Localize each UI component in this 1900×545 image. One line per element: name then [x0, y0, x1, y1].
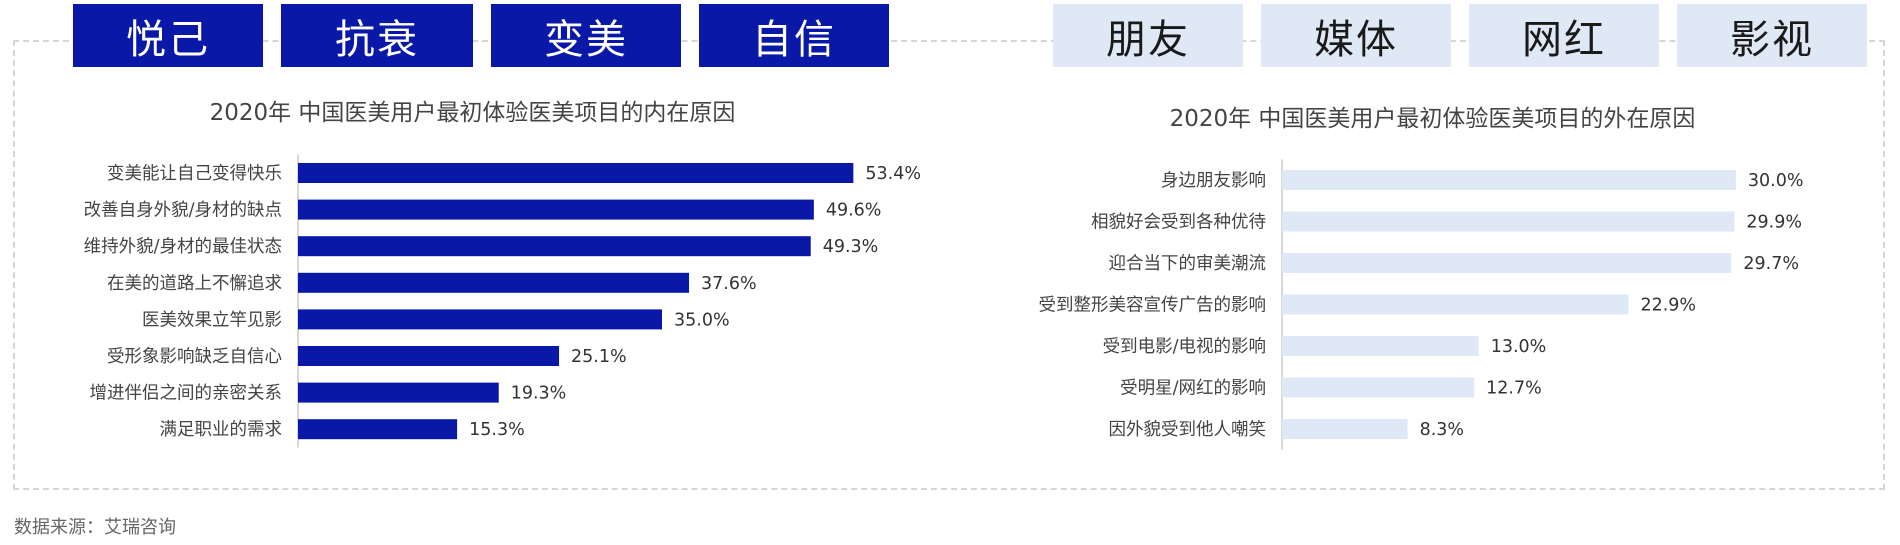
- tag-media: 媒体: [1261, 4, 1451, 67]
- tag-joy: 悦己: [73, 4, 263, 67]
- bar: [1282, 294, 1629, 315]
- value-label: 8.3%: [1420, 420, 1464, 440]
- tag-influencer: 网红: [1469, 4, 1659, 67]
- bar: [1282, 253, 1732, 273]
- category-label: 受到电影/电视的影响: [1103, 337, 1266, 357]
- value-label: 53.4%: [865, 164, 921, 184]
- category-label: 变美能让自己变得快乐: [107, 164, 282, 184]
- bar: [298, 163, 854, 183]
- value-label: 29.9%: [1746, 213, 1802, 233]
- bar: [1282, 336, 1479, 356]
- external-reasons-chart: 身边朋友影响 30.0% 相貌好会受到各种优待 29.9% 迎合当下的审美潮流 29.7%…: [1039, 159, 1804, 450]
- value-label: 49.6%: [826, 201, 882, 221]
- tag-beauty: 变美: [491, 4, 681, 67]
- chart-frame: [13, 40, 1885, 490]
- bar: [298, 346, 560, 366]
- category-label: 医美效果立竿见影: [142, 310, 282, 330]
- category-label: 因外貌受到他人嘲笑: [1109, 420, 1267, 440]
- bar: [298, 309, 662, 330]
- data-source: 数据来源：艾瑞咨询: [14, 517, 176, 538]
- tag-film-tv: 影视: [1677, 4, 1867, 67]
- category-label: 维持外貌/身材的最佳状态: [84, 237, 282, 257]
- bar: [1282, 170, 1736, 190]
- value-label: 49.3%: [823, 237, 879, 257]
- internal-reasons-chart: 变美能让自己变得快乐 53.4% 改善自身外貌/身材的缺点 49.6% 维持外貌/身材的…: [84, 154, 921, 448]
- value-label: 22.9%: [1640, 296, 1696, 316]
- category-label: 改善自身外貌/身材的缺点: [84, 201, 282, 221]
- category-label: 受明星/网红的影响: [1120, 379, 1266, 399]
- category-label: 满足职业的需求: [160, 420, 283, 440]
- value-label: 12.7%: [1486, 379, 1542, 399]
- value-label: 13.0%: [1491, 337, 1547, 357]
- chart-title-external: 2020年 中国医美用户最初体验医美项目的外在原因: [1169, 106, 1696, 132]
- category-label: 相貌好会受到各种优待: [1091, 213, 1266, 233]
- tag-anti-aging: 抗衰: [281, 4, 473, 67]
- bar: [1282, 211, 1735, 232]
- category-label: 受形象影响缺乏自信心: [107, 347, 282, 367]
- value-label: 37.6%: [701, 274, 757, 294]
- value-label: 30.0%: [1748, 171, 1804, 191]
- bar: [298, 382, 499, 403]
- tag-friends: 朋友: [1053, 4, 1243, 67]
- value-label: 25.1%: [571, 347, 627, 367]
- category-label: 在美的道路上不懈追求: [107, 274, 282, 294]
- bar: [1282, 419, 1408, 439]
- value-label: 35.0%: [674, 310, 730, 330]
- value-label: 29.7%: [1743, 254, 1799, 274]
- value-label: 19.3%: [511, 384, 567, 404]
- value-label: 15.3%: [469, 420, 525, 440]
- bar: [298, 272, 690, 293]
- category-label: 迎合当下的审美潮流: [1109, 254, 1267, 274]
- bar: [298, 199, 814, 220]
- category-label: 增进伴侣之间的亲密关系: [90, 384, 283, 404]
- bar: [298, 419, 458, 440]
- tag-confidence: 自信: [699, 4, 889, 67]
- category-label: 身边朋友影响: [1161, 171, 1266, 191]
- bar: [1282, 377, 1475, 398]
- category-label: 受到整形美容宣传广告的影响: [1039, 296, 1267, 316]
- chart-title-internal: 2020年 中国医美用户最初体验医美项目的内在原因: [209, 100, 736, 126]
- bar: [298, 236, 811, 257]
